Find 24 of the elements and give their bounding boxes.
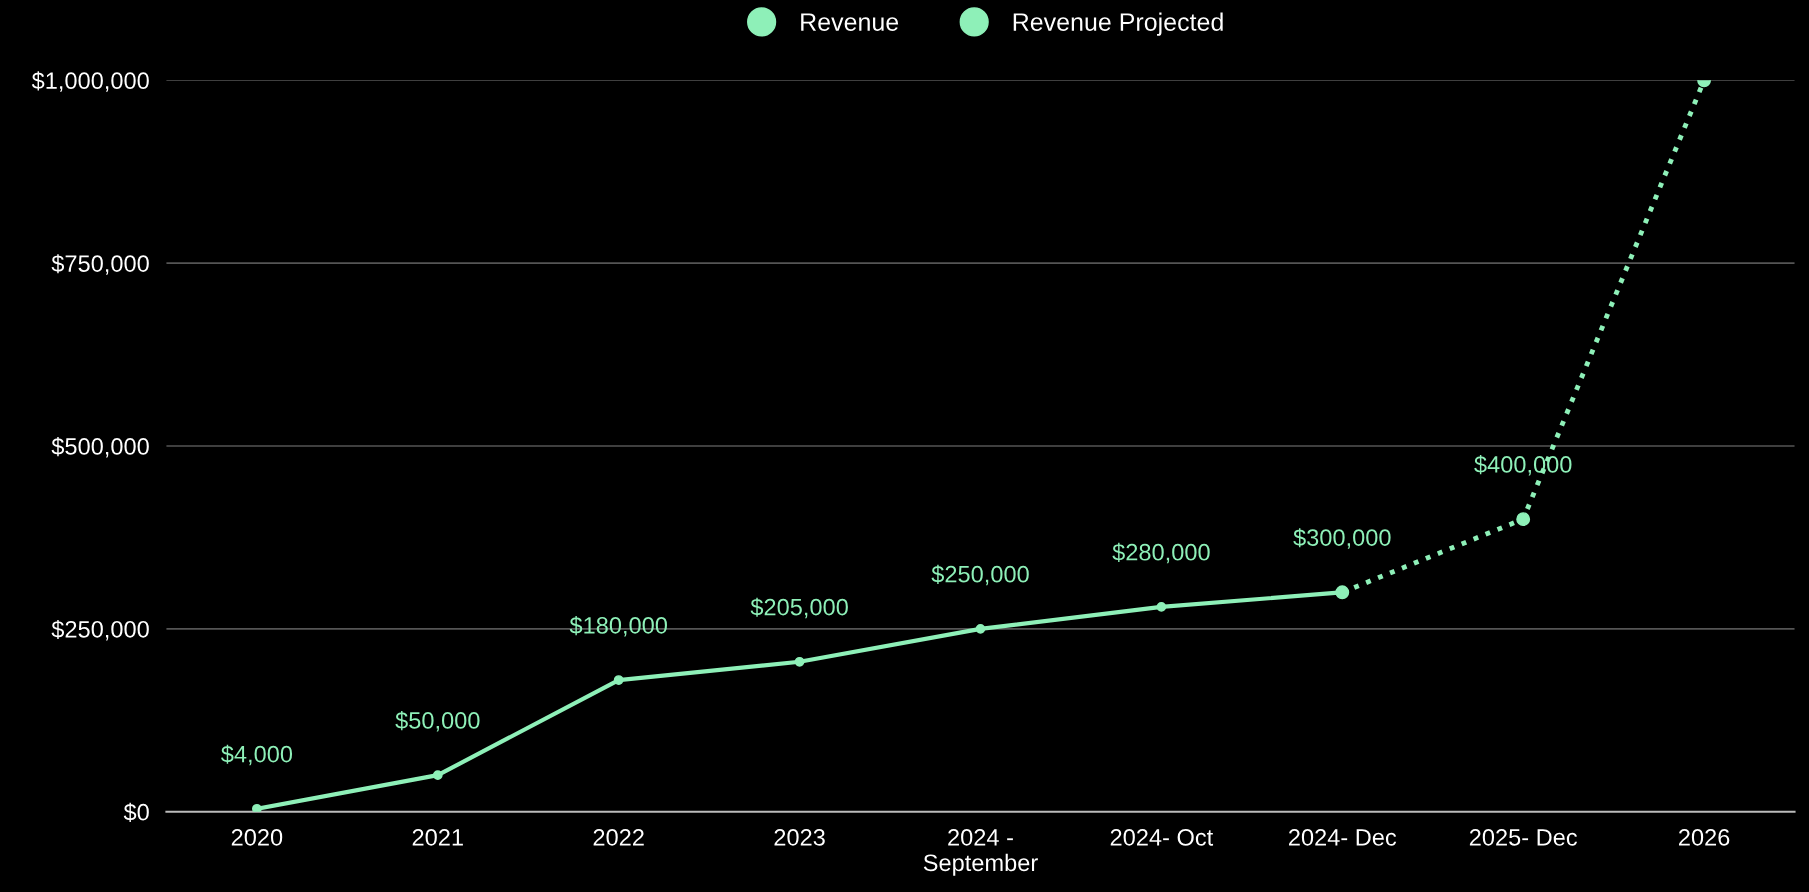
x-tick-label: 2024 - September — [923, 829, 1038, 876]
data-label: $400,000 — [1474, 455, 1572, 476]
y-tick-label: $250,000 — [51, 619, 149, 641]
y-tick-label: $500,000 — [51, 437, 149, 458]
x-tick-label: 2022 — [593, 829, 644, 846]
data-label: $50,000 — [395, 711, 480, 732]
x-tick-label: 2025- Dec — [1469, 829, 1578, 846]
x-tick-label: 2026 — [1679, 829, 1730, 846]
data-label: $4,000 — [221, 744, 293, 766]
data-label: $205,000 — [750, 597, 848, 619]
y-tick-label: $1,000,000 — [31, 71, 149, 92]
legend-label: Revenue — [801, 13, 899, 31]
data-label: $180,000 — [569, 616, 667, 637]
y-tick-label: $750,000 — [51, 254, 149, 275]
x-tick-label: 2020 — [231, 829, 283, 846]
x-tick-label: 2023 — [774, 829, 825, 846]
data-label: $280,000 — [1112, 542, 1210, 564]
data-label: $250,000 — [931, 564, 1029, 586]
x-tick-label: 2024- Dec — [1289, 829, 1397, 846]
x-tick-label: 2024- Oct — [1110, 829, 1214, 846]
data-label: $300,000 — [1293, 528, 1391, 549]
y-tick-label: $0 — [123, 802, 149, 822]
x-tick-label: 2021 — [412, 829, 463, 846]
legend-label: Revenue Projected — [1013, 12, 1223, 36]
